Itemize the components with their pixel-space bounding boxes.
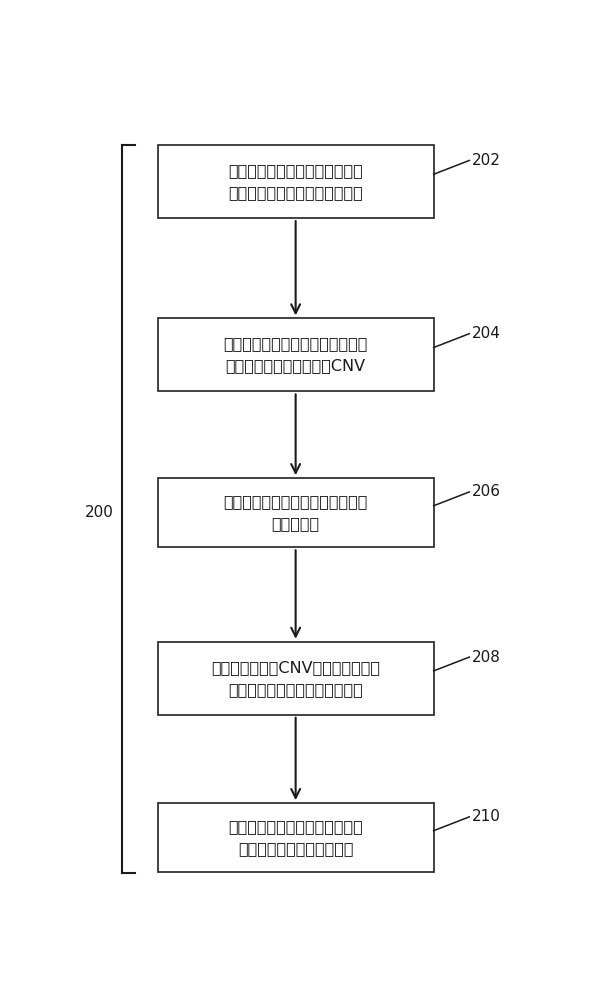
FancyBboxPatch shape (158, 803, 433, 872)
FancyBboxPatch shape (158, 145, 433, 218)
Text: 204: 204 (472, 326, 500, 341)
Text: 210: 210 (472, 809, 500, 824)
Text: 206: 206 (472, 484, 500, 499)
Text: 202: 202 (472, 153, 500, 168)
FancyBboxPatch shape (158, 318, 433, 391)
Text: 确定多核苷酸样品中的多个基因
座，每个基因座都具有序列变体: 确定多核苷酸样品中的多个基因 座，每个基因座都具有序列变体 (228, 163, 363, 200)
Text: 对每个基因座处具有序列变体的多
核苷酸定量: 对每个基因座处具有序列变体的多 核苷酸定量 (223, 494, 368, 531)
Text: 208: 208 (472, 650, 500, 665)
FancyBboxPatch shape (158, 642, 433, 715)
Text: 根据剂量校正的量来确定样品中
多核苷酸中序列变体的负荷: 根据剂量校正的量来确定样品中 多核苷酸中序列变体的负荷 (228, 819, 363, 856)
FancyBboxPatch shape (158, 478, 433, 547)
Text: 对每个基因座处的全部多核苷酸定
量；确定每个基因座处的CNV: 对每个基因座处的全部多核苷酸定 量；确定每个基因座处的CNV (223, 336, 368, 373)
Text: 基于基因座处的CNV，对于细胞剂量
校正每个基因座处多核苷酸的量: 基于基因座处的CNV，对于细胞剂量 校正每个基因座处多核苷酸的量 (211, 660, 380, 697)
Text: 200: 200 (85, 505, 114, 520)
